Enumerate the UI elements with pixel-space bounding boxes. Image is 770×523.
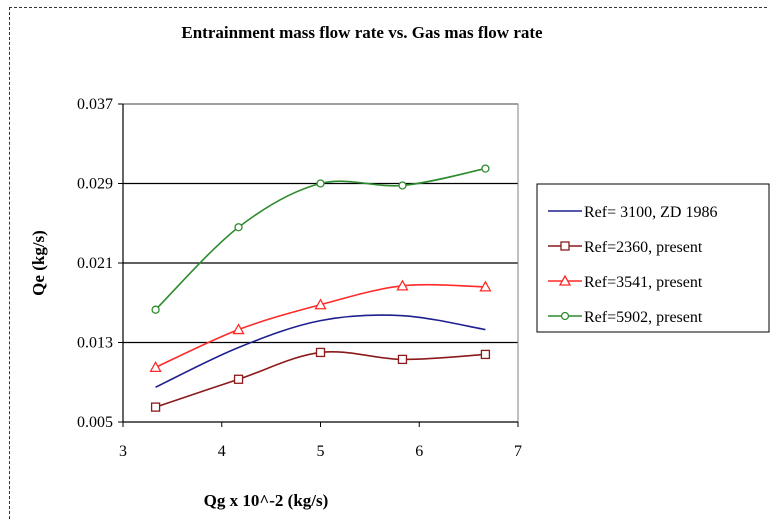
- series-2: [150, 347, 491, 412]
- x-tick-label: 7: [514, 443, 522, 460]
- data-point: [314, 298, 327, 310]
- legend-item: Ref=5902, present: [548, 309, 703, 326]
- series-1: [155, 314, 486, 388]
- data-point: [149, 361, 162, 372]
- data-point: [150, 402, 161, 412]
- data-point: [233, 374, 244, 384]
- chart-title: Entrainment mass flow rate vs. Gas mas f…: [181, 23, 543, 42]
- x-axis-title: Qg x 10^-2 (kg/s): [204, 491, 329, 510]
- data-point: [316, 179, 325, 188]
- data-point: [315, 347, 326, 358]
- y-tick-labels: 0.005 0.013 0.021 0.029 0.037: [77, 96, 113, 431]
- legend-item: Ref=3541, present: [548, 274, 703, 291]
- x-tick-label: 6: [415, 443, 423, 460]
- data-point: [479, 280, 492, 292]
- series-4: [151, 164, 490, 314]
- legend-box: [536, 183, 770, 333]
- data-point: [396, 279, 409, 291]
- data-point: [232, 323, 245, 335]
- x-tick-label: 3: [119, 443, 127, 460]
- axes: [118, 103, 519, 427]
- legend-item: Ref=2360, present: [548, 239, 703, 256]
- y-tick-label: 0.029: [77, 176, 113, 193]
- data-point: [397, 354, 408, 365]
- data-point: [398, 181, 407, 190]
- series-group: [149, 164, 492, 412]
- x-tick-label: 5: [317, 443, 325, 460]
- legend-label: Ref=3541, present: [584, 274, 703, 291]
- legend-label: Ref=2360, present: [584, 239, 703, 256]
- y-tick-label: 0.013: [77, 335, 113, 352]
- y-tick-label: 0.005: [77, 414, 113, 431]
- legend-marker: [558, 274, 572, 286]
- x-tick-labels: 3 4 5 6 7: [119, 443, 522, 460]
- x-tick-label: 4: [218, 443, 226, 460]
- data-point: [481, 164, 490, 173]
- legend-label: Ref= 3100, ZD 1986: [584, 204, 717, 221]
- legend-marker: [560, 311, 570, 321]
- y-tick-label: 0.037: [77, 96, 113, 113]
- series-3: [149, 279, 492, 372]
- chart-frame: [9, 7, 767, 519]
- series-line: [155, 167, 486, 311]
- y-axis-title: Qe (kg/s): [29, 230, 48, 296]
- data-point: [234, 223, 243, 232]
- y-tick-label: 0.021: [77, 255, 113, 272]
- series-line: [155, 314, 486, 388]
- legend-marker: [560, 241, 570, 251]
- series-line: [155, 351, 486, 408]
- data-point: [480, 349, 491, 360]
- data-point: [151, 305, 160, 314]
- legend-item: Ref= 3100, ZD 1986: [548, 204, 717, 221]
- legend-label: Ref=5902, present: [584, 309, 703, 326]
- legend: Ref= 3100, ZD 1986 Ref=2360, present Ref=3…: [536, 183, 770, 333]
